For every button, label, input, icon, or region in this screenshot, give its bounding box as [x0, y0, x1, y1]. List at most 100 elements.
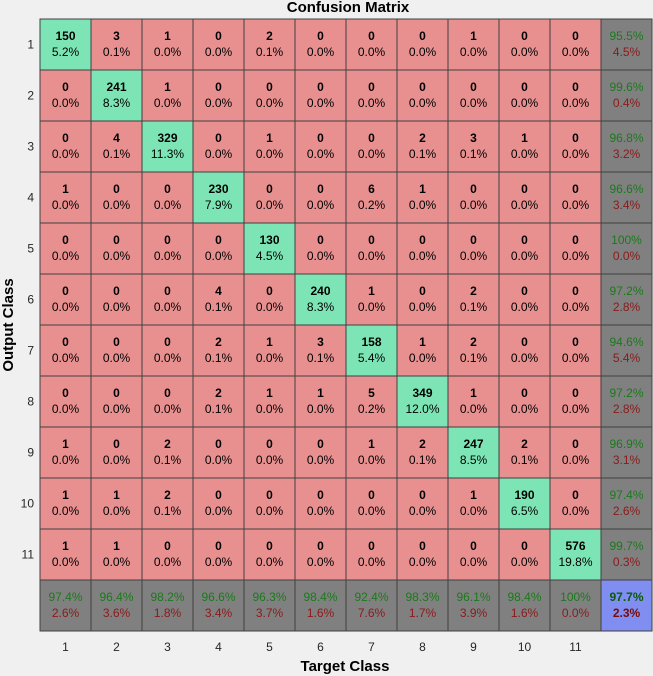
cell-r6-c7: 1 0.0% [345, 273, 398, 326]
cell-r11-c9-value: 0 [470, 539, 477, 553]
cell-r3-c8: 2 0.1% [396, 120, 449, 173]
cell-r10-c9-percent: 0.0% [460, 504, 488, 518]
cell-r3-c2-value: 4 [113, 131, 120, 145]
cell-r7-c9-percent: 0.1% [460, 351, 488, 365]
cell-r9-c9: 247 8.5% [447, 426, 500, 479]
cell-r11-c4-value: 0 [215, 539, 222, 553]
cell-r10-c8: 0 0.0% [396, 477, 449, 530]
cell-r6-c1-percent: 0.0% [52, 300, 80, 314]
cell-r3-c5-percent: 0.0% [256, 147, 284, 161]
cell-r7-c6-rect [294, 324, 347, 377]
cell-r1-c11-value: 0 [572, 29, 579, 43]
cell-r2-c11: 0 0.0% [549, 69, 602, 122]
cell-r8-c5-percent: 0.0% [256, 402, 284, 416]
cell-r7-c7: 158 5.4% [345, 324, 398, 377]
row-summary-2-value: 99.6% [609, 80, 643, 94]
cell-r4-c7-percent: 0.2% [358, 198, 386, 212]
cell-r4-c6: 0 0.0% [294, 171, 347, 224]
cell-r7-c6-value: 3 [317, 335, 324, 349]
cell-r7-c3-rect [141, 324, 194, 377]
cell-r8-c7-rect [345, 375, 398, 428]
x-tick-4: 4 [215, 640, 222, 654]
cell-r6-c9: 2 0.1% [447, 273, 500, 326]
row-summary-5-value: 100% [611, 233, 642, 247]
col-summary-5: 96.3% 3.7% [243, 579, 296, 632]
cell-r9-c8-value: 2 [419, 437, 426, 451]
cell-r9-c6-rect [294, 426, 347, 479]
cell-r1-c8-percent: 0.0% [409, 45, 437, 59]
cell-r11-c3: 0 0.0% [141, 528, 194, 581]
col-summary-9-percent: 3.9% [460, 606, 488, 620]
cell-r5-c11-value: 0 [572, 233, 579, 247]
row-summary-7: 94.6% 5.4% [600, 324, 653, 377]
cell-r3-c1-value: 0 [62, 131, 69, 145]
cell-r8-c11: 0 0.0% [549, 375, 602, 428]
cell-r6-c2: 0 0.0% [90, 273, 143, 326]
cell-r8-c1: 0 0.0% [39, 375, 92, 428]
cell-r8-c4: 2 0.1% [192, 375, 245, 428]
cell-r6-c6-value: 240 [310, 284, 330, 298]
cell-r1-c3-percent: 0.0% [154, 45, 182, 59]
cell-r3-c7: 0 0.0% [345, 120, 398, 173]
cell-r4-c11: 0 0.0% [549, 171, 602, 224]
row-summary-2-percent: 0.4% [613, 96, 641, 110]
cell-r9-c1-rect [39, 426, 92, 479]
cell-r9-c9-value: 247 [463, 437, 483, 451]
cell-r4-c5-percent: 0.0% [256, 198, 284, 212]
overall-summary: 97.7% 2.3% [600, 579, 653, 632]
cell-r10-c11: 0 0.0% [549, 477, 602, 530]
cell-r8-c10-value: 0 [521, 386, 528, 400]
cell-r8-c3-percent: 0.0% [154, 402, 182, 416]
cell-r5-c2-value: 0 [113, 233, 120, 247]
cell-r9-c3-rect [141, 426, 194, 479]
x-axis-label: Target Class [301, 658, 390, 675]
cell-r11-c3-rect [141, 528, 194, 581]
row-summary-2: 99.6% 0.4% [600, 69, 653, 122]
cell-r4-c3-value: 0 [164, 182, 171, 196]
col-summary-6: 98.4% 1.6% [294, 579, 347, 632]
cell-r5-c8-value: 0 [419, 233, 426, 247]
cell-r11-c2-percent: 0.0% [103, 555, 131, 569]
cell-r6-c6-percent: 8.3% [307, 300, 335, 314]
cell-r9-c6-percent: 0.0% [307, 453, 335, 467]
cell-r11-c2-value: 1 [113, 539, 120, 553]
cell-r3-c3-percent: 11.3% [151, 147, 184, 161]
col-summary-3-rect [141, 579, 194, 632]
cell-r3-c5: 1 0.0% [243, 120, 296, 173]
cell-r6-c7-percent: 0.0% [358, 300, 386, 314]
cell-r6-c1: 0 0.0% [39, 273, 92, 326]
cell-r7-c7-percent: 5.4% [358, 351, 386, 365]
cell-r7-c11-percent: 0.0% [562, 351, 590, 365]
cell-r10-c3-percent: 0.1% [154, 504, 182, 518]
y-tick-10: 10 [21, 497, 35, 511]
cell-r2-c2-value: 241 [106, 80, 126, 94]
cell-r9-c4-percent: 0.0% [205, 453, 233, 467]
cell-r11-c9: 0 0.0% [447, 528, 500, 581]
row-summary-3-rect [600, 120, 653, 173]
row-summary-6-value: 97.2% [609, 284, 643, 298]
cell-r6-c11-value: 0 [572, 284, 579, 298]
cell-r6-c9-rect [447, 273, 500, 326]
cell-r10-c6-percent: 0.0% [307, 504, 335, 518]
row-summary-10-rect [600, 477, 653, 530]
cell-r10-c8-percent: 0.0% [409, 504, 437, 518]
cell-r4-c6-percent: 0.0% [307, 198, 335, 212]
y-tick-8: 8 [27, 395, 34, 409]
cell-r1-c3-rect [141, 18, 194, 71]
cell-r7-c7-rect [345, 324, 398, 377]
cell-r1-c6-value: 0 [317, 29, 324, 43]
cell-r3-c4: 0 0.0% [192, 120, 245, 173]
cell-r1-c4-percent: 0.0% [205, 45, 233, 59]
cell-r9-c4: 0 0.0% [192, 426, 245, 479]
cell-r4-c3-rect [141, 171, 194, 224]
col-summary-9: 96.1% 3.9% [447, 579, 500, 632]
cell-r7-c3-percent: 0.0% [154, 351, 182, 365]
col-summary-6-percent: 1.6% [307, 606, 335, 620]
row-summary-4-value: 96.6% [609, 182, 643, 196]
cell-r3-c2-percent: 0.1% [103, 147, 131, 161]
cell-r10-c5-value: 0 [266, 488, 273, 502]
row-summary-10: 97.4% 2.6% [600, 477, 653, 530]
cell-r4-c2-percent: 0.0% [103, 198, 131, 212]
cell-r3-c4-value: 0 [215, 131, 222, 145]
cell-r5-c2: 0 0.0% [90, 222, 143, 275]
